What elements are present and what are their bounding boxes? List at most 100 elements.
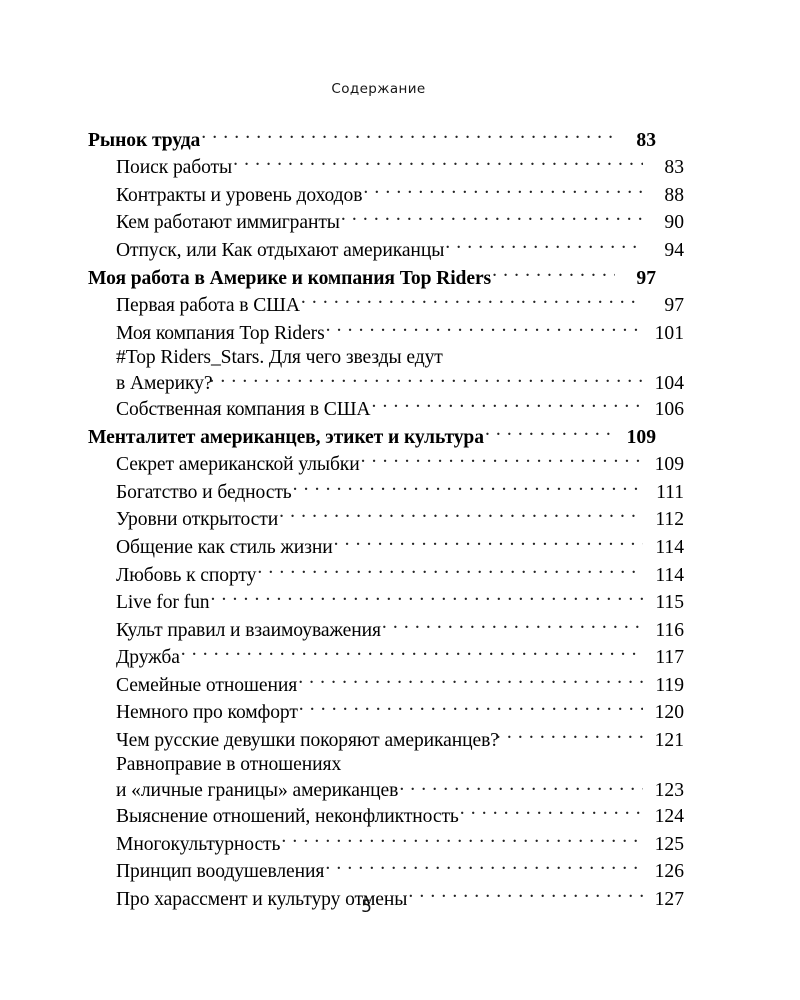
toc-entry-title: Собственная компания в США: [116, 398, 371, 420]
dot-leader: [334, 533, 643, 553]
toc-entry-title: Первая работа в США: [116, 295, 300, 317]
toc-entry-line: Первая работа в США 97: [88, 292, 684, 320]
dot-leader: [301, 292, 643, 312]
toc-entry-page-number: 83: [664, 157, 684, 179]
toc-entry[interactable]: Любовь к спорту 114: [88, 561, 684, 589]
toc-entry-line: Про харассмент и культуру отмены 127: [88, 885, 684, 913]
toc-entry-title: Кем работают иммигранты: [116, 212, 340, 234]
toc-entry-page-number: 116: [655, 619, 684, 641]
toc-entry-line: Многокультурность 125: [88, 830, 684, 858]
toc-entry[interactable]: Богатство и бедность 111: [88, 478, 684, 506]
dot-leader: [281, 830, 643, 850]
toc-entry-page-number: 97: [636, 267, 656, 289]
toc-entry[interactable]: Дружба 117: [88, 644, 684, 672]
toc-entry-page-number: 127: [654, 889, 684, 911]
toc-entry[interactable]: Контракты и уровень доходов 88: [88, 181, 684, 209]
toc-entry-title: Рынок труда: [88, 129, 201, 151]
toc-entry-line: Моя компания Top Riders 101: [88, 319, 684, 347]
toc-entry-title: Моя компания Top Riders: [116, 322, 325, 344]
dot-leader: [181, 644, 643, 664]
toc-entry-page-number: 106: [654, 398, 684, 420]
dot-leader: [293, 478, 643, 498]
dot-leader: [209, 369, 643, 389]
toc-entry-page-number: 119: [655, 674, 684, 696]
toc-entry-page-number: 123: [654, 780, 684, 802]
toc-entry-title: Live for fun: [116, 592, 210, 614]
toc-entry[interactable]: Общение как стиль жизни 114: [88, 533, 684, 561]
toc-entry-title: Отпуск, или Как отдыхают американцы: [116, 239, 445, 261]
dot-leader: [485, 423, 615, 443]
dot-leader: [492, 264, 615, 284]
toc-entry[interactable]: Моя работа в Америке и компания Top Ride…: [88, 264, 656, 292]
toc-entry[interactable]: Про харассмент и культуру отмены 127: [88, 885, 684, 913]
toc-entry-line: Немного про комфорт 120: [88, 699, 684, 727]
toc-entry-page-number: 88: [664, 184, 684, 206]
toc-entry-page-number: 104: [654, 372, 684, 394]
toc-entry-line: Собственная компания в США 106: [88, 395, 684, 423]
toc-entry[interactable]: Кем работают иммигранты 90: [88, 209, 684, 237]
toc-entry[interactable]: Многокультурность 125: [88, 830, 684, 858]
toc-entry-title: Культ правил и взаимоуважения: [116, 619, 381, 641]
toc-entry-page-number: 83: [636, 129, 656, 151]
toc-entry[interactable]: Собственная компания в США 106: [88, 395, 684, 423]
toc-entry[interactable]: Моя компания Top Riders 101: [88, 319, 684, 347]
dot-leader: [325, 858, 643, 878]
dot-leader: [298, 671, 643, 691]
toc-entry-line: #Top Riders_Stars. Для чего звезды едут1…: [88, 347, 684, 370]
dot-leader: [201, 126, 615, 146]
toc-entry[interactable]: Немного про комфорт 120: [88, 699, 684, 727]
toc-entry-line: Любовь к спорту 114: [88, 561, 684, 589]
dot-leader: [257, 561, 643, 581]
toc-entry[interactable]: Первая работа в США 97: [88, 292, 684, 320]
dot-leader: [363, 181, 643, 201]
toc-entry-title: Дружба: [116, 647, 180, 669]
toc-entry-line: Контракты и уровень доходов 88: [88, 181, 684, 209]
toc-entry[interactable]: Равноправие в отношениях123и «личные гра…: [88, 754, 684, 803]
dot-leader: [341, 209, 643, 229]
dot-leader: [299, 699, 643, 719]
toc-entry-page-number: 112: [655, 509, 684, 531]
toc-entry-line: Кем работают иммигранты 90: [88, 209, 684, 237]
toc-entry[interactable]: Поиск работы 83: [88, 154, 684, 182]
toc-entry-title: Моя работа в Америке и компания Top Ride…: [88, 267, 492, 289]
toc-entry-title: Любовь к спорту: [116, 564, 257, 586]
toc-entry[interactable]: Чем русские девушки покоряют американцев…: [88, 726, 684, 754]
toc-entry[interactable]: Семейные отношения 119: [88, 671, 684, 699]
toc-entry-line: Поиск работы 83: [88, 154, 684, 182]
dot-leader: [382, 616, 643, 636]
toc-entry[interactable]: Культ правил и взаимоуважения 116: [88, 616, 684, 644]
toc-entry-title: Чем русские девушки покоряют американцев…: [116, 730, 499, 752]
toc-entry-page-number: 114: [655, 536, 684, 558]
dot-leader: [399, 777, 643, 797]
toc-entry-title: Немного про комфорт: [116, 702, 298, 724]
toc-entry[interactable]: Выяснение отношений, неконфликтность 124: [88, 803, 684, 831]
toc-entry-line: Культ правил и взаимоуважения 116: [88, 616, 684, 644]
toc-entry-page-number: 97: [664, 295, 684, 317]
running-head: Содержание: [331, 81, 426, 97]
toc-entry-page-number: 90: [664, 212, 684, 234]
toc-entry-page-number: 109: [626, 426, 656, 448]
toc-entry-line: Выяснение отношений, неконфликтность 124: [88, 803, 684, 831]
toc-entry[interactable]: Рынок труда 83: [88, 126, 656, 154]
toc-entry[interactable]: Принцип воодушевления 126: [88, 858, 684, 886]
toc-entry-title: Менталитет американцев, этикет и культур…: [88, 426, 484, 448]
toc-entry-line: Чем русские девушки покоряют американцев…: [88, 726, 684, 754]
toc-entry[interactable]: Менталитет американцев, этикет и культур…: [88, 423, 656, 451]
toc-entry[interactable]: Отпуск, или Как отдыхают американцы 94: [88, 236, 684, 264]
toc-entry[interactable]: Секрет американской улыбки 109: [88, 451, 684, 479]
toc-entry-title: Общение как стиль жизни: [116, 536, 333, 558]
dot-leader: [445, 236, 643, 256]
dot-leader: [279, 506, 643, 526]
toc-entry-page-number: 125: [654, 833, 684, 855]
toc-entry-title: Равноправие в отношениях: [116, 754, 342, 776]
toc-entry-title: Поиск работы: [116, 157, 233, 179]
toc-entry-line: Дружба 117: [88, 644, 684, 672]
toc-entry-title: Про харассмент и культуру отмены: [116, 889, 408, 911]
toc-entry[interactable]: #Top Riders_Stars. Для чего звезды едут 1…: [88, 347, 684, 396]
toc-entry-line: Уровни открытости 112: [88, 506, 684, 534]
dot-leader: [233, 154, 643, 174]
toc-entry-line: Отпуск, или Как отдыхают американцы 94: [88, 236, 684, 264]
toc-entry[interactable]: Live for fun 115: [88, 589, 684, 617]
toc-entry[interactable]: Уровни открытости 112: [88, 506, 684, 534]
